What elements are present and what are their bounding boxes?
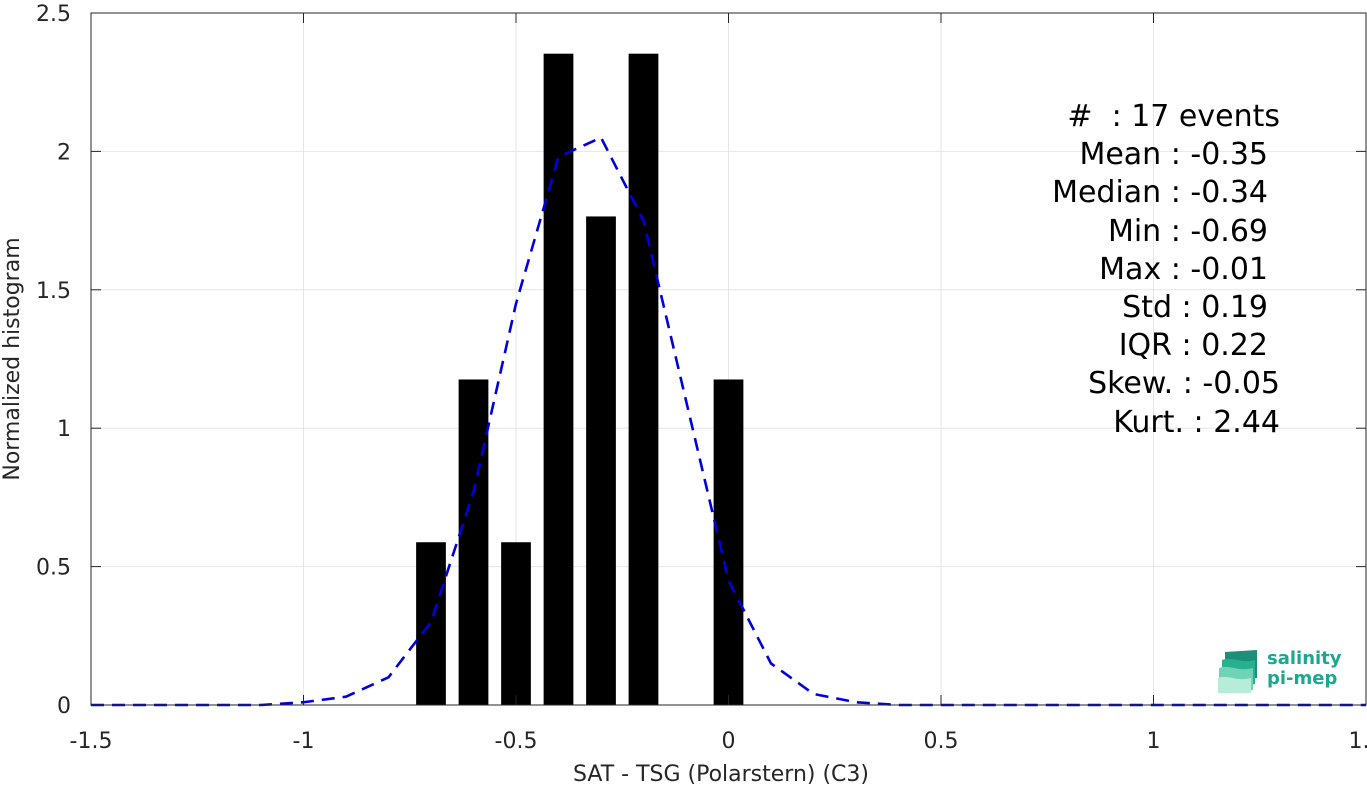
logo-line-salinity: salinity (1267, 648, 1342, 669)
y-tick-label: 1.5 (36, 279, 71, 304)
statistics-box: # : 17 events Mean : -0.35 Median : -0.34 M… (960, 98, 1280, 442)
stat-line: Min : -0.69 (1107, 213, 1268, 249)
salinity-pimep-logo: salinity pi-mep (1217, 648, 1347, 694)
histogram-bar (586, 216, 616, 705)
x-tick-label: 0 (722, 729, 736, 754)
histogram-bar (458, 379, 489, 705)
y-axis-label: Normalized histogram (0, 237, 25, 480)
y-tick-label: 0.5 (36, 556, 71, 581)
x-tick-label: 0.5 (924, 729, 959, 754)
stat-line: IQR : 0.22 (1118, 328, 1268, 364)
y-tick-label: 2.5 (36, 2, 71, 27)
logo-line-pimep: pi-mep (1267, 668, 1338, 689)
x-axis-label: SAT - TSG (Polarstern) (C3) (573, 762, 869, 785)
y-tick-label: 0 (57, 694, 71, 719)
axis-ticks: -1.5 -1 -0.5 0 0.5 1 1.5 0 0.5 1 1.5 2 2.5 (36, 2, 1367, 754)
y-tick-label: 2 (57, 140, 71, 165)
x-tick-label: 1.5 (1349, 729, 1367, 754)
y-tick-label: 1 (57, 417, 71, 442)
histogram-bar (416, 542, 446, 705)
stat-line: Mean : -0.35 (1079, 137, 1268, 173)
stat-line: Skew. : -0.05 (1088, 366, 1280, 402)
histogram-bar (501, 542, 531, 705)
histogram-bar (628, 53, 659, 706)
x-tick-label: 1 (1147, 729, 1161, 754)
wave-logo-icon (1218, 650, 1257, 693)
stat-line: Std : 0.19 (1122, 290, 1268, 326)
stat-line: Max : -0.01 (1099, 251, 1268, 287)
x-tick-label: -0.5 (495, 729, 538, 754)
x-tick-label: -1.5 (70, 729, 113, 754)
stat-line: Kurt. : 2.44 (1113, 404, 1280, 440)
histogram-bar (543, 53, 574, 706)
x-tick-label: -1 (293, 729, 315, 754)
stat-line: Median : -0.34 (1052, 175, 1268, 211)
histogram-bar (713, 379, 744, 705)
histogram-bars (416, 53, 744, 706)
stat-line: # : 17 events (1067, 99, 1280, 134)
